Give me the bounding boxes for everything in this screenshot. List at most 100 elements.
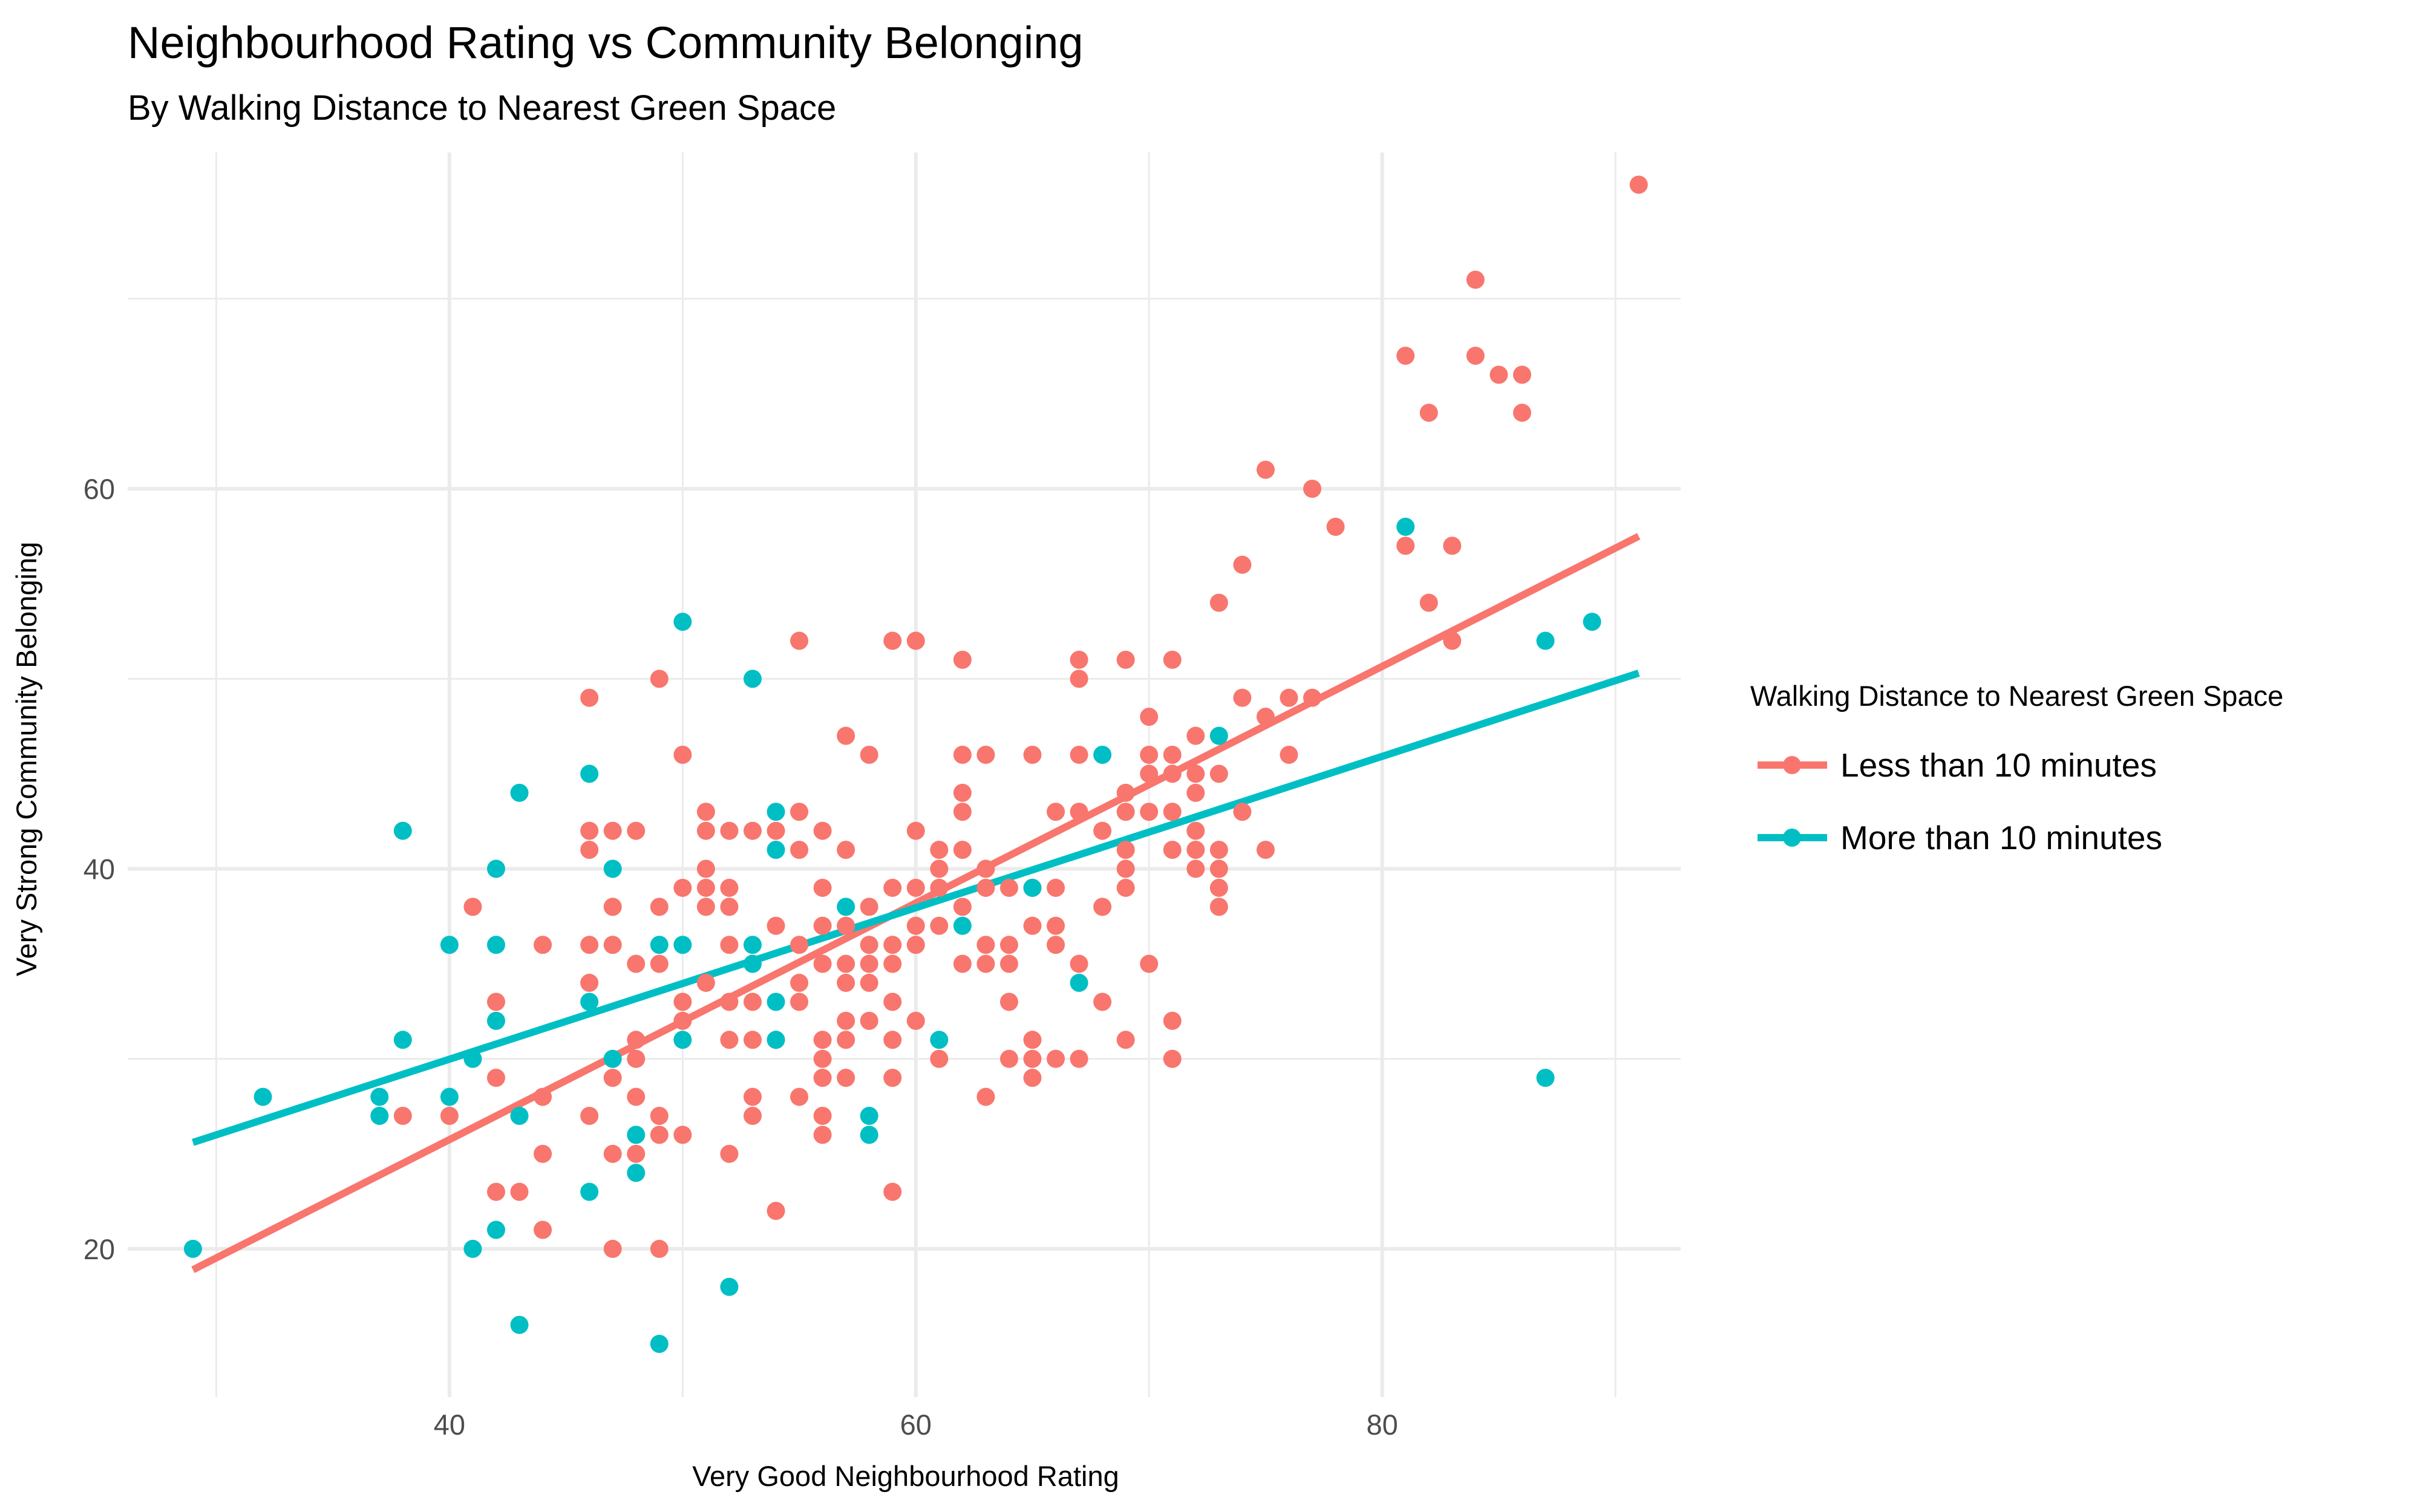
data-point-series-1 bbox=[696, 821, 715, 840]
data-point-series-1 bbox=[953, 898, 972, 916]
data-point-series-1 bbox=[650, 1126, 669, 1144]
data-point-series-1 bbox=[860, 898, 878, 916]
data-point-series-1 bbox=[510, 1182, 529, 1201]
data-point-series-1 bbox=[883, 954, 902, 973]
data-point-series-1 bbox=[580, 841, 599, 859]
data-point-series-1 bbox=[603, 936, 622, 954]
data-point-series-2 bbox=[393, 1031, 412, 1049]
data-point-series-2 bbox=[370, 1106, 389, 1125]
data-point-series-2 bbox=[486, 859, 505, 878]
legend-key-point bbox=[1783, 756, 1801, 774]
data-point-series-2 bbox=[603, 859, 622, 878]
data-point-series-1 bbox=[1326, 517, 1345, 536]
data-point-series-2 bbox=[1209, 726, 1228, 745]
data-point-series-1 bbox=[1419, 593, 1438, 612]
data-point-series-1 bbox=[976, 954, 995, 973]
data-point-series-2 bbox=[767, 1031, 785, 1049]
data-point-series-1 bbox=[930, 916, 949, 935]
data-point-series-1 bbox=[1047, 1049, 1065, 1068]
data-point-series-1 bbox=[999, 954, 1018, 973]
data-point-series-1 bbox=[627, 1031, 646, 1049]
data-point-series-1 bbox=[930, 859, 949, 878]
data-point-series-1 bbox=[673, 878, 692, 897]
data-point-series-2 bbox=[627, 1164, 646, 1182]
data-point-series-1 bbox=[603, 1069, 622, 1087]
data-point-series-1 bbox=[1396, 347, 1415, 365]
data-point-series-1 bbox=[1233, 803, 1252, 821]
data-point-series-1 bbox=[1163, 746, 1182, 764]
legend-label: More than 10 minutes bbox=[1840, 819, 2162, 856]
data-point-series-2 bbox=[510, 783, 529, 802]
data-point-series-1 bbox=[767, 916, 785, 935]
data-point-series-1 bbox=[650, 1106, 669, 1125]
data-point-series-1 bbox=[837, 916, 855, 935]
data-point-series-1 bbox=[696, 974, 715, 992]
data-point-series-1 bbox=[883, 1031, 902, 1049]
data-point-series-1 bbox=[650, 954, 669, 973]
data-point-series-1 bbox=[1116, 878, 1135, 897]
data-point-series-1 bbox=[930, 841, 949, 859]
data-point-series-2 bbox=[486, 1011, 505, 1030]
data-point-series-1 bbox=[1047, 936, 1065, 954]
data-point-series-1 bbox=[673, 992, 692, 1011]
data-point-series-1 bbox=[1140, 803, 1159, 821]
data-point-series-1 bbox=[1140, 764, 1159, 783]
data-point-series-1 bbox=[1280, 688, 1298, 707]
data-point-series-2 bbox=[720, 1277, 739, 1296]
chart-title: Neighbourhood Rating vs Community Belong… bbox=[128, 18, 1084, 68]
data-point-series-1 bbox=[883, 936, 902, 954]
data-point-series-1 bbox=[580, 688, 599, 707]
data-point-series-1 bbox=[999, 936, 1018, 954]
data-point-series-1 bbox=[790, 974, 809, 992]
data-point-series-2 bbox=[767, 803, 785, 821]
data-point-series-1 bbox=[906, 916, 925, 935]
data-point-series-1 bbox=[650, 670, 669, 688]
data-point-series-1 bbox=[486, 992, 505, 1011]
data-point-series-1 bbox=[627, 1144, 646, 1163]
data-point-series-2 bbox=[837, 898, 855, 916]
data-point-series-2 bbox=[510, 1106, 529, 1125]
data-point-series-1 bbox=[1116, 803, 1135, 821]
data-point-series-1 bbox=[603, 821, 622, 840]
data-point-series-1 bbox=[906, 631, 925, 650]
data-point-series-1 bbox=[883, 1182, 902, 1201]
data-point-series-1 bbox=[976, 936, 995, 954]
data-point-series-1 bbox=[1303, 480, 1322, 498]
data-point-series-1 bbox=[743, 1106, 762, 1125]
data-point-series-1 bbox=[673, 1011, 692, 1030]
data-point-series-1 bbox=[1140, 746, 1159, 764]
data-point-series-1 bbox=[743, 821, 762, 840]
data-point-series-1 bbox=[1070, 1049, 1088, 1068]
data-point-series-1 bbox=[1047, 803, 1065, 821]
x-tick-label: 80 bbox=[1367, 1409, 1398, 1441]
data-point-series-1 bbox=[720, 992, 739, 1011]
data-point-series-1 bbox=[1256, 841, 1275, 859]
data-point-series-1 bbox=[906, 878, 925, 897]
data-point-series-2 bbox=[673, 613, 692, 631]
data-point-series-1 bbox=[1233, 688, 1252, 707]
data-point-series-1 bbox=[1443, 536, 1462, 555]
data-point-series-2 bbox=[627, 1126, 646, 1144]
data-point-series-1 bbox=[767, 1202, 785, 1220]
data-point-series-1 bbox=[720, 878, 739, 897]
data-point-series-1 bbox=[906, 1011, 925, 1030]
data-point-series-1 bbox=[953, 841, 972, 859]
data-point-series-1 bbox=[883, 631, 902, 650]
data-point-series-1 bbox=[813, 916, 832, 935]
data-point-series-1 bbox=[580, 1106, 599, 1125]
data-point-series-1 bbox=[580, 936, 599, 954]
data-point-series-1 bbox=[1093, 821, 1112, 840]
trend-line-series-2 bbox=[192, 670, 1640, 1146]
data-point-series-1 bbox=[1443, 631, 1462, 650]
trend-line-series-1 bbox=[191, 533, 1641, 1273]
data-point-series-1 bbox=[627, 1049, 646, 1068]
legend-label: Less than 10 minutes bbox=[1840, 746, 2157, 784]
data-point-series-2 bbox=[1023, 878, 1042, 897]
data-point-series-1 bbox=[1163, 803, 1182, 821]
data-point-series-2 bbox=[1396, 517, 1415, 536]
data-point-series-1 bbox=[837, 954, 855, 973]
data-point-series-1 bbox=[650, 898, 669, 916]
data-point-series-1 bbox=[1070, 650, 1088, 669]
data-point-series-1 bbox=[534, 1087, 552, 1106]
data-point-series-1 bbox=[696, 898, 715, 916]
